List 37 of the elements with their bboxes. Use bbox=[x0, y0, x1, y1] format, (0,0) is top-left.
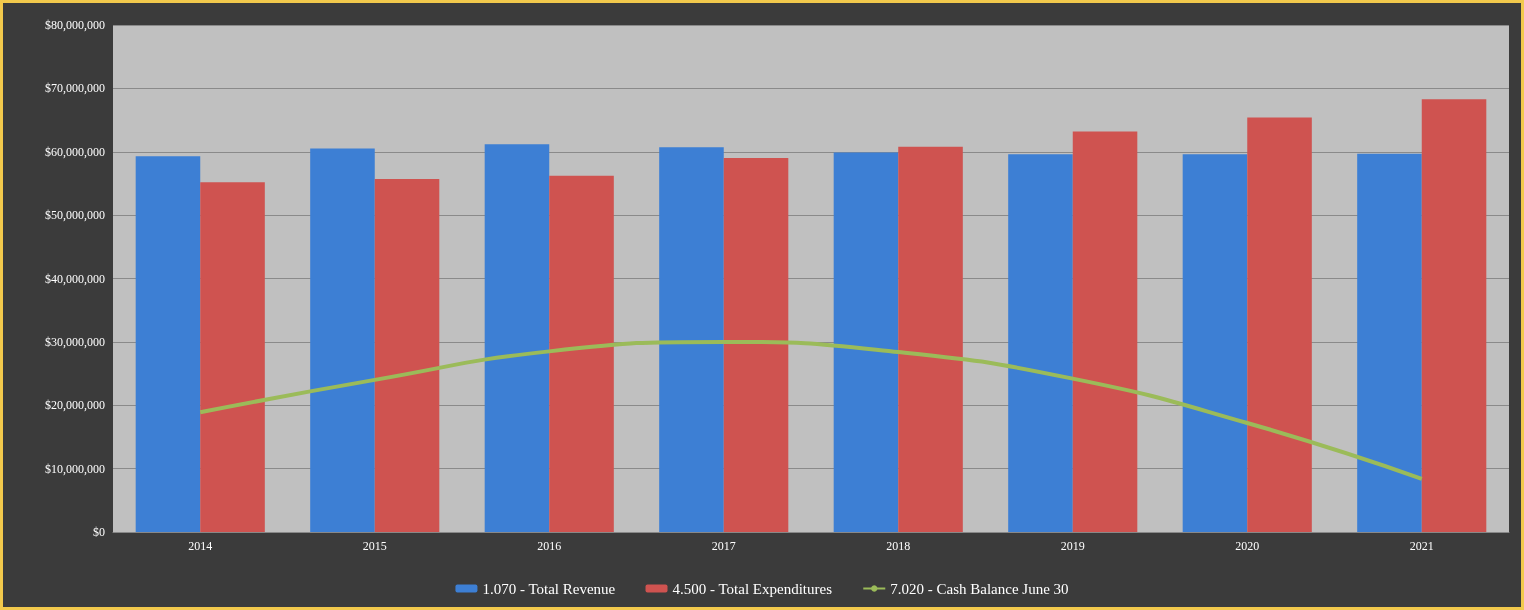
x-tick-label: 2020 bbox=[1235, 539, 1260, 553]
bar bbox=[723, 158, 789, 532]
y-tick-label: $0 bbox=[93, 525, 105, 539]
y-tick-label: $20,000,000 bbox=[45, 398, 105, 413]
bar bbox=[1182, 154, 1248, 532]
x-tick-label: 2015 bbox=[362, 539, 387, 553]
bar bbox=[549, 175, 614, 532]
legend-label: 4.500 - Total Expenditures bbox=[672, 580, 833, 597]
bar bbox=[135, 156, 201, 532]
bar bbox=[1008, 154, 1073, 532]
bar bbox=[898, 146, 963, 532]
bar bbox=[1357, 153, 1422, 532]
legend-label: 7.020 - Cash Balance June 30 bbox=[890, 580, 1069, 597]
x-tick-label: 2017 bbox=[711, 539, 736, 553]
x-tick-label: 2014 bbox=[188, 539, 213, 553]
x-tick-label: 2018 bbox=[886, 539, 911, 553]
bar bbox=[833, 152, 899, 532]
y-tick-label: $30,000,000 bbox=[45, 334, 105, 349]
y-tick-label: $80,000,000 bbox=[45, 18, 105, 32]
bar bbox=[200, 182, 265, 532]
legend-label: 1.070 - Total Revenue bbox=[482, 580, 616, 597]
x-tick-label: 2016 bbox=[537, 539, 562, 553]
x-tick-label: 2019 bbox=[1060, 539, 1085, 553]
y-tick-label: $40,000,000 bbox=[45, 271, 105, 286]
y-tick-label: $10,000,000 bbox=[45, 461, 105, 476]
y-tick-label: $70,000,000 bbox=[45, 81, 105, 96]
y-tick-label: $60,000,000 bbox=[45, 144, 105, 159]
bar bbox=[1072, 131, 1138, 532]
bar bbox=[484, 144, 550, 532]
bar bbox=[1247, 117, 1312, 532]
bar bbox=[659, 147, 724, 532]
bar bbox=[1421, 99, 1487, 532]
bar bbox=[374, 179, 440, 532]
y-tick-label: $50,000,000 bbox=[45, 208, 105, 223]
line-series bbox=[198, 339, 1424, 481]
x-tick-label: 2021 bbox=[1409, 539, 1434, 553]
bar bbox=[310, 148, 375, 532]
